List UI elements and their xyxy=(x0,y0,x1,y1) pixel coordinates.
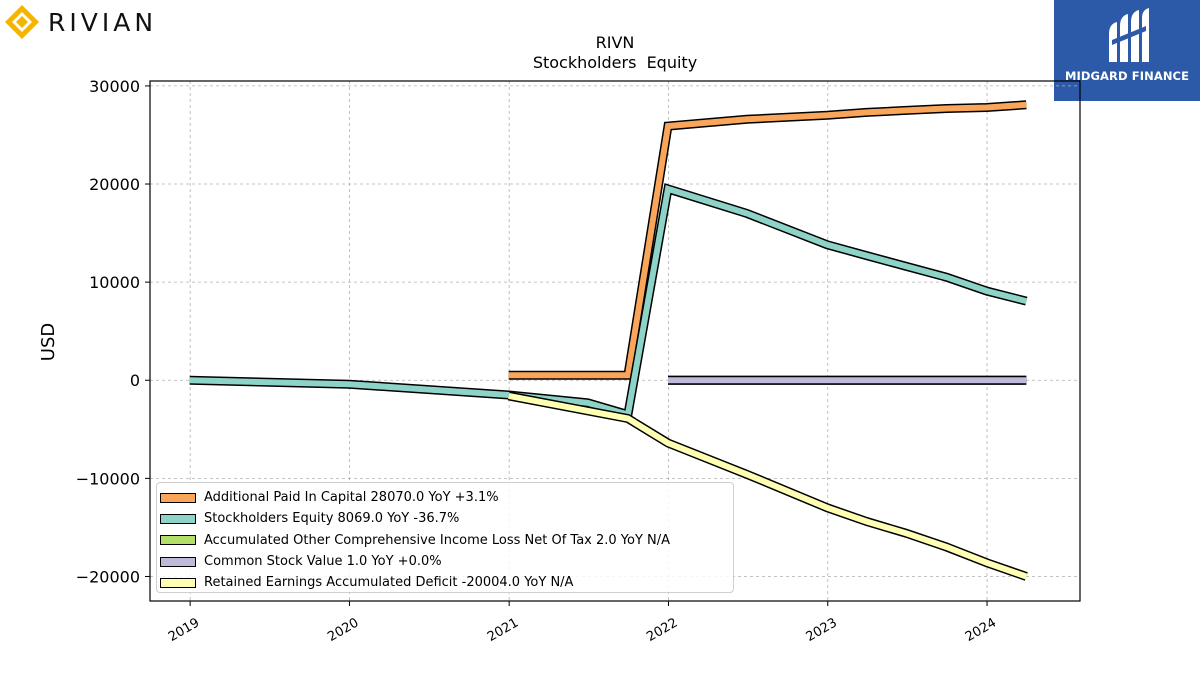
x-tick-label: 2021 xyxy=(485,615,521,645)
legend-item: Common Stock Value 1.0 YoY +0.0% xyxy=(160,551,733,572)
legend-swatch xyxy=(160,556,196,567)
legend-swatch xyxy=(160,492,196,503)
legend-swatch xyxy=(160,535,196,546)
partner-name: MIDGARD FINANCE xyxy=(1064,69,1190,83)
x-tick-label: 2020 xyxy=(325,615,361,645)
series-4 xyxy=(507,391,1028,581)
legend-label: Retained Earnings Accumulated Deficit -2… xyxy=(204,575,574,591)
legend-item: Additional Paid In Capital 28070.0 YoY +… xyxy=(160,487,733,508)
legend-swatch xyxy=(160,577,196,588)
y-tick-label: 20000 xyxy=(89,175,140,194)
legend-item: Retained Earnings Accumulated Deficit -2… xyxy=(160,572,733,593)
series-line xyxy=(508,392,1028,580)
x-tick-label: 2022 xyxy=(644,615,680,645)
series-0 xyxy=(508,100,1027,380)
rivian-diamond-icon xyxy=(5,5,39,39)
series-lines xyxy=(189,100,1028,581)
y-axis-label: USD xyxy=(38,323,59,361)
legend-label: Accumulated Other Comprehensive Income L… xyxy=(204,532,671,548)
series-line-outline xyxy=(508,100,1027,380)
y-tick-label: −10000 xyxy=(76,469,140,488)
series-line xyxy=(189,185,1028,419)
legend-item: Accumulated Other Comprehensive Income L… xyxy=(160,530,733,551)
midgard-m-icon xyxy=(1109,8,1149,62)
x-axis-ticks: 2019 2020 2021 2022 2023 2024 xyxy=(166,601,999,645)
midgard-finance-logo: MIDGARD FINANCE xyxy=(1054,0,1200,101)
plot-frame xyxy=(149,80,1081,602)
x-tick-label: 2024 xyxy=(963,615,999,645)
x-tick-label: 2019 xyxy=(166,615,202,645)
series-1 xyxy=(189,183,1028,421)
rivian-logo: RIVIAN xyxy=(4,3,157,41)
y-tick-label: 0 xyxy=(130,371,140,390)
y-tick-label: 30000 xyxy=(89,77,140,96)
legend-label: Additional Paid In Capital 28070.0 YoY +… xyxy=(204,490,499,506)
y-tick-label: −20000 xyxy=(76,567,140,586)
legend-label: Common Stock Value 1.0 YoY +0.0% xyxy=(204,554,442,570)
legend-label: Stockholders Equity 8069.0 YoY -36.7% xyxy=(204,511,460,527)
y-axis-ticks: 30000 20000 10000 0 −10000 −20000 xyxy=(76,77,150,586)
brand-name: RIVIAN xyxy=(48,7,158,37)
chart-title: RIVN xyxy=(596,33,635,52)
legend-item: Stockholders Equity 8069.0 YoY -36.7% xyxy=(160,508,733,529)
series-line xyxy=(508,101,1027,379)
chart-subtitle: Stockholders Equity xyxy=(533,53,697,72)
legend-swatch xyxy=(160,513,196,524)
y-tick-label: 10000 xyxy=(89,273,140,292)
legend: Additional Paid In Capital 28070.0 YoY +… xyxy=(156,482,734,593)
x-tick-label: 2023 xyxy=(804,615,840,645)
